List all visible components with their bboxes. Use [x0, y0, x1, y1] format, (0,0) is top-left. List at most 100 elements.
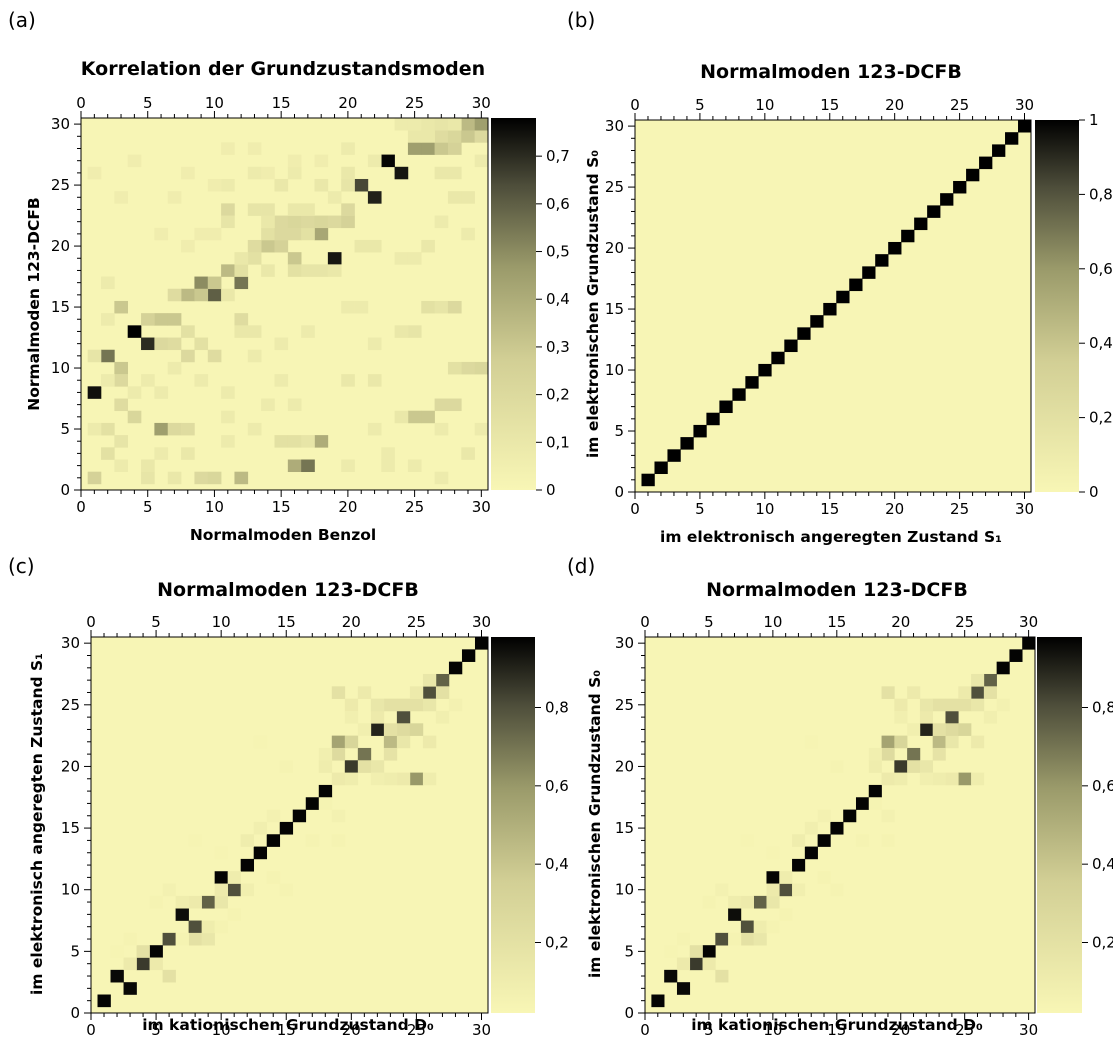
heatmap-cell: [314, 435, 329, 448]
heatmap-cell: [435, 686, 450, 699]
heatmap-cell: [664, 945, 678, 958]
heatmap-cell: [274, 374, 289, 387]
x-top-tick-label: 25: [407, 613, 426, 631]
heatmap-cell: [287, 435, 302, 448]
panel-b-axes: 00551010151520202525303005101520253000,2…: [605, 96, 1113, 518]
heatmap-cell: [689, 957, 703, 971]
heatmap-cell: [474, 154, 489, 168]
heatmap-cell: [971, 772, 985, 786]
x-top-tick-label: 10: [212, 613, 231, 631]
y-tick-label: 30: [615, 634, 634, 652]
panel-label-a: (a): [8, 8, 36, 32]
colorbar-tick-label: 1: [1089, 111, 1099, 129]
heatmap-cell: [740, 920, 754, 934]
heatmap-cell: [367, 239, 382, 253]
heatmap-cell: [914, 217, 928, 231]
heatmap-cell: [370, 698, 385, 712]
colorbar-tick-label: 0,8: [1089, 185, 1113, 203]
heatmap-cell: [175, 932, 189, 946]
heatmap-cell: [136, 957, 150, 971]
heatmap-cell: [234, 276, 249, 290]
heatmap-cell: [214, 883, 228, 897]
heatmap-cell: [945, 723, 959, 736]
heatmap-cell: [214, 846, 228, 860]
heatmap-cell: [357, 747, 372, 761]
x-tick-label: 25: [950, 500, 969, 518]
panel-a-heatmap: [81, 118, 489, 490]
heatmap-cell: [804, 821, 818, 835]
heatmap-cell: [247, 325, 262, 338]
heatmap-cell: [354, 300, 369, 314]
y-tick-label: 20: [61, 757, 80, 775]
x-tick-label: 25: [405, 498, 424, 516]
heatmap-cell: [274, 239, 289, 253]
heatmap-cell: [434, 471, 449, 485]
heatmap-cell: [868, 747, 882, 761]
heatmap-cell: [194, 227, 209, 241]
panel-d-xlabel: im kationischen Grundzustand D₀: [691, 1016, 983, 1034]
heatmap-cell: [114, 361, 128, 375]
heatmap-cell: [381, 447, 395, 460]
heatmap-cell: [894, 772, 908, 786]
panel-b-heatmap: [635, 120, 1032, 492]
y-tick-label: 10: [61, 881, 80, 899]
heatmap-cell: [817, 809, 831, 823]
y-tick-label: 5: [70, 942, 80, 960]
y-tick-label: 15: [61, 819, 80, 837]
colorbar-tick-label: 0,1: [546, 433, 570, 451]
heatmap-cell: [123, 982, 137, 995]
heatmap-cell: [292, 809, 307, 823]
panel-c-title: Normalmoden 123-DCFB: [157, 579, 419, 601]
heatmap-cell: [830, 760, 844, 773]
x-top-tick-label: 0: [86, 613, 96, 631]
heatmap-cell: [797, 327, 811, 340]
heatmap-cell: [421, 142, 435, 155]
y-tick-label: 20: [605, 239, 624, 257]
heatmap-cell: [194, 471, 209, 485]
heatmap-cell: [227, 883, 241, 897]
heatmap-cell: [702, 895, 716, 909]
heatmap-cell: [194, 337, 209, 351]
heatmap-cell: [849, 278, 863, 292]
heatmap-cell: [214, 920, 228, 934]
heatmap-cell: [287, 154, 302, 168]
heatmap-cell: [394, 252, 409, 265]
heatmap-cell: [167, 313, 182, 326]
y-tick-label: 0: [60, 481, 70, 499]
heatmap-cell: [383, 735, 398, 749]
colorbar-tick-label: 0,3: [546, 338, 570, 356]
heatmap-cell: [261, 239, 275, 253]
heatmap-cell: [367, 422, 382, 436]
y-tick-label: 5: [614, 422, 624, 440]
heatmap-cell: [181, 166, 195, 180]
heatmap-cell: [341, 178, 355, 192]
colorbar-tick-label: 0,2: [546, 386, 570, 404]
heatmap-cell: [341, 166, 355, 180]
x-top-tick-label: 10: [755, 96, 774, 114]
heatmap-cell: [771, 351, 785, 365]
heatmap-cell: [823, 302, 837, 316]
heatmap-cell: [676, 982, 691, 995]
heatmap-cell: [817, 834, 831, 847]
x-tick-label: 5: [143, 498, 153, 516]
heatmap-cell: [932, 747, 946, 761]
heatmap-cell: [447, 191, 462, 204]
heatmap-cell: [188, 932, 202, 946]
heatmap-cell: [141, 374, 155, 387]
heatmap-cell: [327, 215, 342, 229]
heatmap-cell: [830, 883, 844, 897]
heatmap-cell: [261, 166, 275, 180]
heatmap-cell: [331, 735, 346, 749]
heatmap-cell: [331, 747, 346, 761]
heatmap-cell: [305, 797, 320, 810]
heatmap-cell: [421, 300, 435, 314]
colorbar-tick-label: 0,5: [546, 243, 570, 261]
heatmap-cell: [201, 920, 215, 934]
heatmap-cell: [381, 154, 395, 168]
heatmap-cell: [422, 735, 437, 749]
x-top-tick-label: 5: [704, 613, 714, 631]
heatmap-cell: [240, 883, 255, 897]
heatmap-cell: [383, 698, 398, 712]
x-top-tick-label: 20: [338, 94, 357, 112]
panel-a-ylabel: Normalmoden 123-DCFB: [25, 197, 43, 410]
